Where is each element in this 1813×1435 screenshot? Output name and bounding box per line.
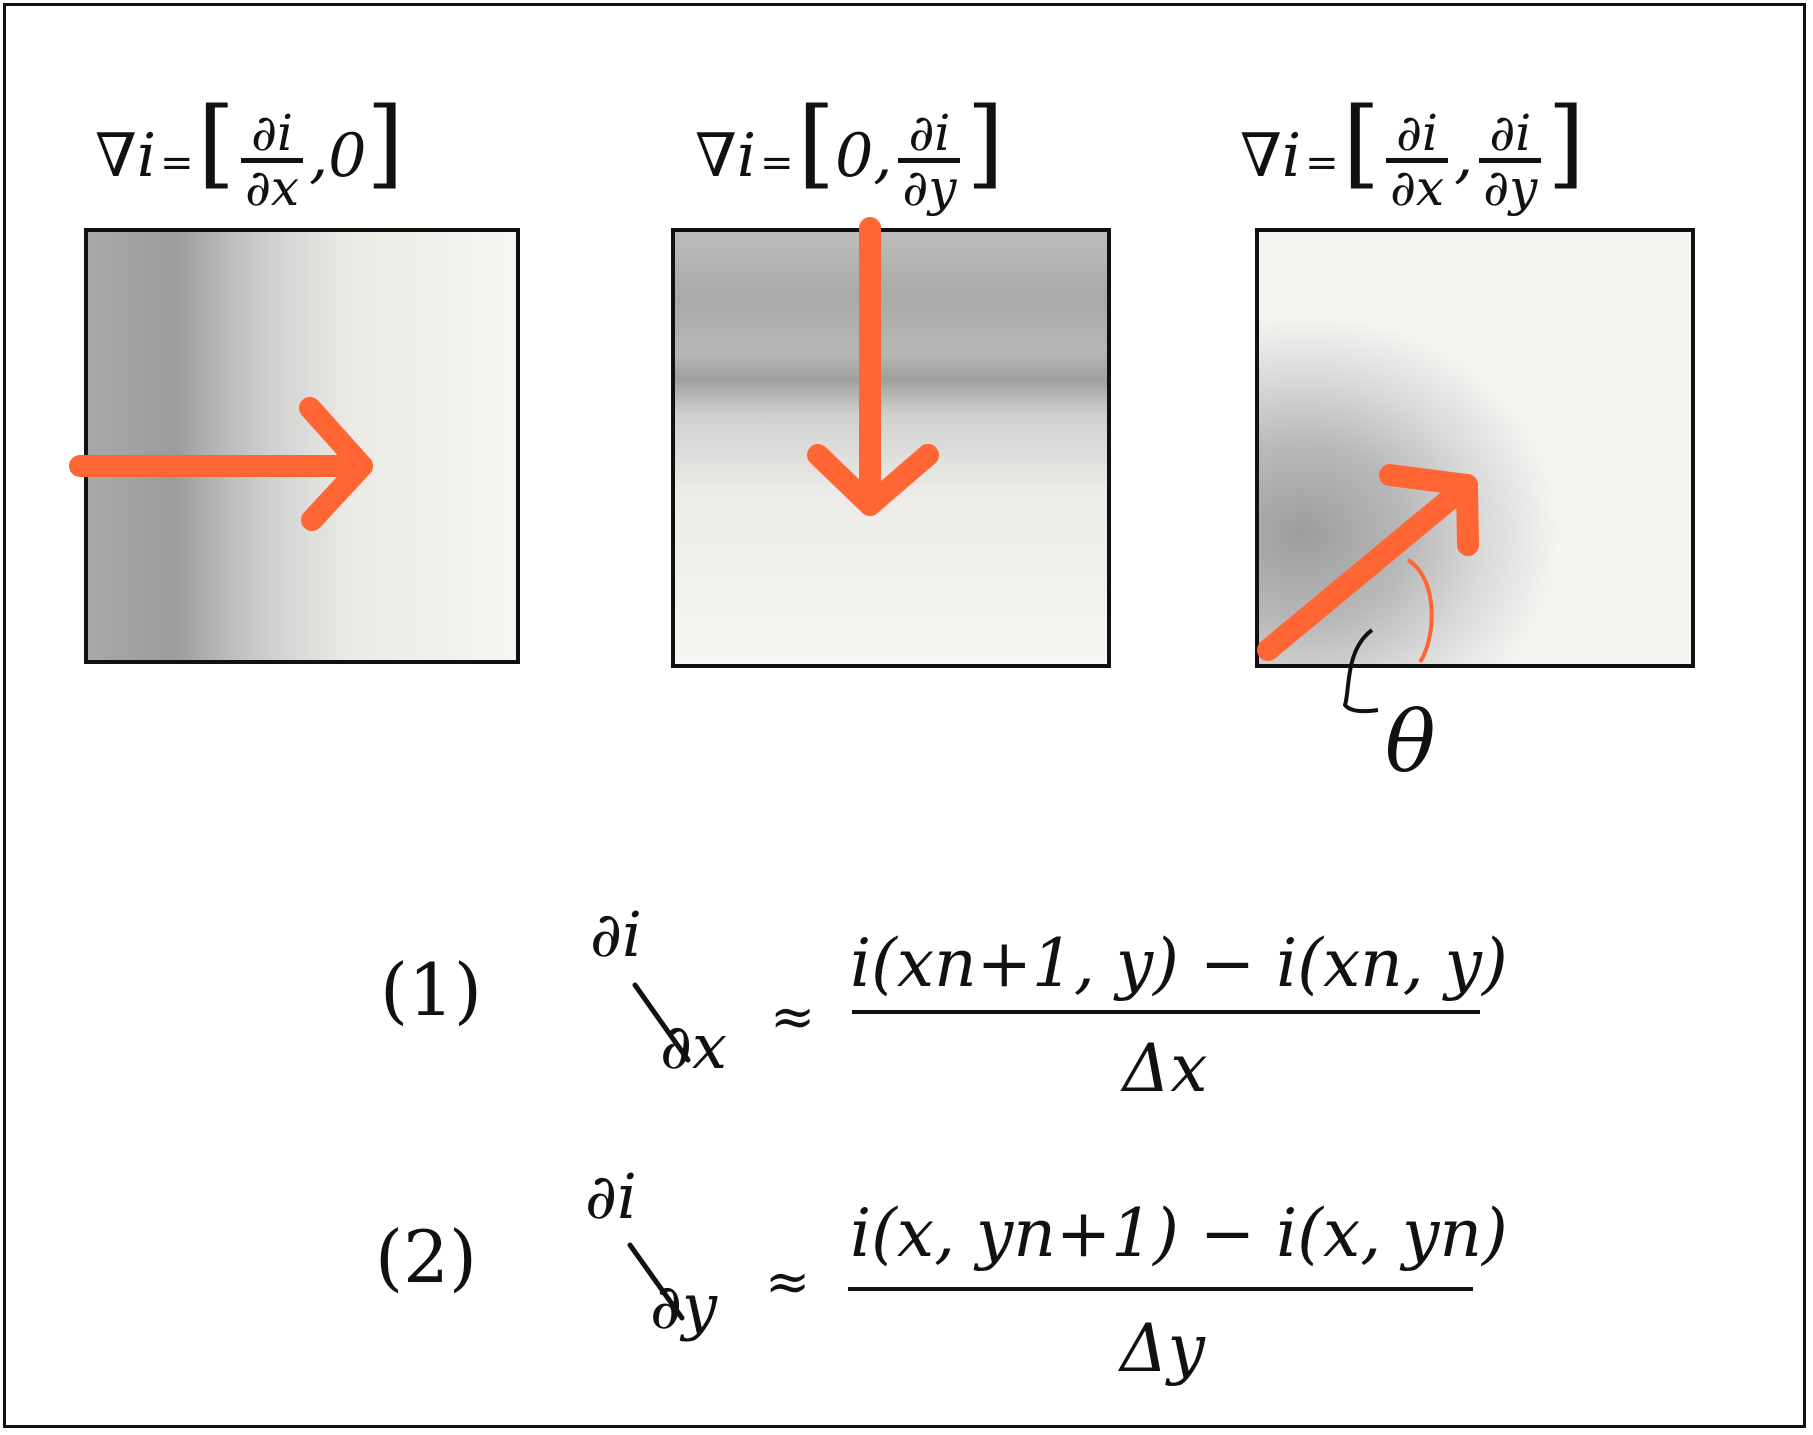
fraction-denominator: ∂x (241, 157, 304, 213)
equation-1-number: (1) (380, 948, 482, 1032)
arrow-diagonal (1257, 464, 1479, 661)
fraction-denominator: ∂y (1479, 157, 1542, 213)
open-bracket: [ (797, 87, 836, 199)
eq2-approx-sign: ≈ (765, 1250, 811, 1313)
separator-comma: , (873, 121, 893, 191)
arrow-down (807, 217, 939, 516)
eq2-numerator: i(x, yn+1) − i(x, yn) (850, 1195, 1508, 1272)
close-bracket: ] (1547, 87, 1585, 199)
panel-2-formula: ∇i =[0, ∂i ∂y] (695, 95, 1004, 213)
equals-sign: = (160, 140, 194, 186)
fraction-numerator: ∂i (251, 103, 294, 162)
eq1-denominator: Δx (1122, 1030, 1208, 1107)
partial-y-fraction: ∂i ∂y (1479, 103, 1542, 213)
eq2-lhs-numerator: ∂i (585, 1160, 637, 1233)
close-bracket: ] (966, 87, 1004, 199)
eq2-lhs-denominator: ∂y (650, 1270, 718, 1343)
arrow-right (69, 397, 373, 531)
fraction-denominator: ∂x (1386, 157, 1449, 213)
eq2-fraction-bar (848, 1287, 1473, 1291)
angle-arc (1406, 558, 1434, 664)
open-bracket: [ (1342, 87, 1381, 199)
nabla-symbol: ∇ (695, 121, 737, 191)
fraction-numerator: ∂i (908, 103, 951, 162)
zero-component: 0 (328, 121, 367, 191)
panel-1-image-box (84, 228, 520, 664)
var-i: i (136, 121, 157, 191)
panel-2-image-box (671, 228, 1111, 668)
fraction-denominator: ∂y (898, 157, 961, 213)
theta-brace (1342, 628, 1379, 714)
panel-1-formula: ∇i =[∂i ∂x ,0] (95, 95, 404, 213)
var-i: i (736, 121, 757, 191)
zero-component: 0 (835, 121, 874, 191)
partial-x-fraction: ∂i ∂x (1386, 103, 1449, 213)
open-bracket: [ (197, 87, 236, 199)
outer-frame (3, 3, 1806, 1428)
eq2-denominator: Δy (1120, 1310, 1205, 1387)
separator-comma: , (1454, 121, 1474, 191)
eq1-fraction-bar (852, 1010, 1480, 1014)
eq1-lhs-numerator: ∂i (590, 898, 642, 971)
equation-2-number: (2) (375, 1215, 477, 1299)
nabla-symbol: ∇ (1240, 121, 1282, 191)
eq1-lhs-denominator: ∂x (660, 1010, 728, 1083)
nabla-symbol: ∇ (95, 121, 137, 191)
partial-y-fraction: ∂i ∂y (898, 103, 961, 213)
equals-sign: = (760, 140, 794, 186)
partial-x-fraction: ∂i ∂x (241, 103, 304, 213)
fraction-numerator: ∂i (1396, 103, 1439, 162)
separator-comma: , (309, 121, 329, 191)
fraction-numerator: ∂i (1489, 103, 1532, 162)
eq1-numerator: i(xn+1, y) − i(xn, y) (850, 925, 1508, 1002)
panel-3-formula: ∇i =[∂i ∂x, ∂i ∂y] (1240, 95, 1585, 213)
equals-sign: = (1305, 140, 1339, 186)
theta-label: θ (1385, 693, 1436, 791)
close-bracket: ] (366, 87, 404, 199)
var-i: i (1281, 121, 1302, 191)
eq1-approx-sign: ≈ (770, 985, 816, 1048)
